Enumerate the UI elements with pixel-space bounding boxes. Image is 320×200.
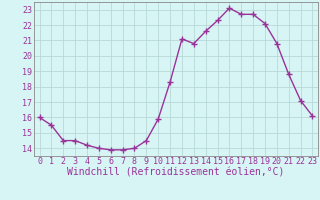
X-axis label: Windchill (Refroidissement éolien,°C): Windchill (Refroidissement éolien,°C) xyxy=(67,168,285,178)
